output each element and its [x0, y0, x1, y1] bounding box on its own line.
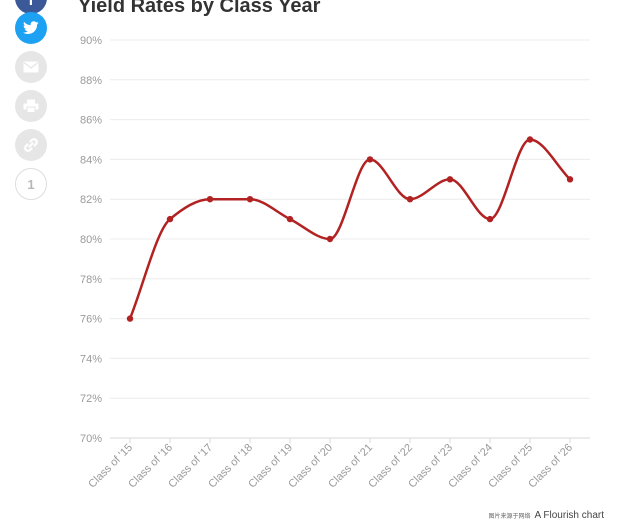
data-point[interactable]: [366, 156, 374, 163]
flourish-credit-link[interactable]: A Flourish chart: [534, 510, 604, 521]
y-tick-label: 88%: [80, 75, 102, 87]
axes: [110, 437, 590, 443]
email-share-button[interactable]: [15, 51, 47, 83]
facebook-share-button[interactable]: [15, 0, 47, 14]
twitter-icon: [23, 21, 39, 34]
series-line: [128, 138, 572, 320]
y-tick-label: 84%: [80, 154, 102, 166]
share-count-badge: 1: [15, 168, 47, 200]
y-tick-label: 74%: [80, 353, 102, 365]
y-tick-label: 90%: [80, 35, 102, 47]
y-tick-label: 78%: [80, 274, 102, 286]
data-point[interactable]: [166, 215, 174, 223]
footer: 图片来源于网络 A Flourish chart: [489, 510, 605, 521]
series-points: [126, 136, 574, 322]
watermark-text: 图片来源于网络: [488, 513, 531, 520]
data-point[interactable]: [446, 176, 454, 183]
y-tick-label: 76%: [80, 314, 102, 326]
data-point[interactable]: [526, 136, 534, 143]
email-icon: [23, 61, 39, 73]
data-point[interactable]: [206, 196, 214, 203]
print-icon: [23, 99, 39, 113]
series-lines: [128, 138, 572, 320]
y-tick-label: 80%: [80, 234, 102, 246]
data-point[interactable]: [486, 215, 494, 223]
y-tick-labels: 70% 72% 74% 76% 78% 80% 82% 84% 86% 88% 90%: [80, 35, 102, 445]
data-point[interactable]: [286, 215, 294, 223]
y-tick-label: 72%: [80, 393, 102, 405]
link-icon: [24, 138, 38, 152]
data-point[interactable]: [246, 196, 254, 203]
chart-title: Yield Rates by Class Year: [78, 0, 321, 17]
data-point[interactable]: [406, 196, 414, 203]
facebook-icon: [29, 0, 32, 5]
print-button[interactable]: [15, 90, 47, 122]
data-point[interactable]: [566, 176, 574, 183]
data-point[interactable]: [126, 315, 134, 322]
y-tick-label: 82%: [80, 194, 102, 206]
gridlines: [110, 39, 590, 399]
twitter-share-button[interactable]: [15, 12, 47, 44]
copy-link-button[interactable]: [15, 129, 47, 161]
y-tick-label: 70%: [80, 433, 102, 445]
data-point[interactable]: [326, 235, 334, 243]
y-tick-label: 86%: [80, 115, 102, 127]
